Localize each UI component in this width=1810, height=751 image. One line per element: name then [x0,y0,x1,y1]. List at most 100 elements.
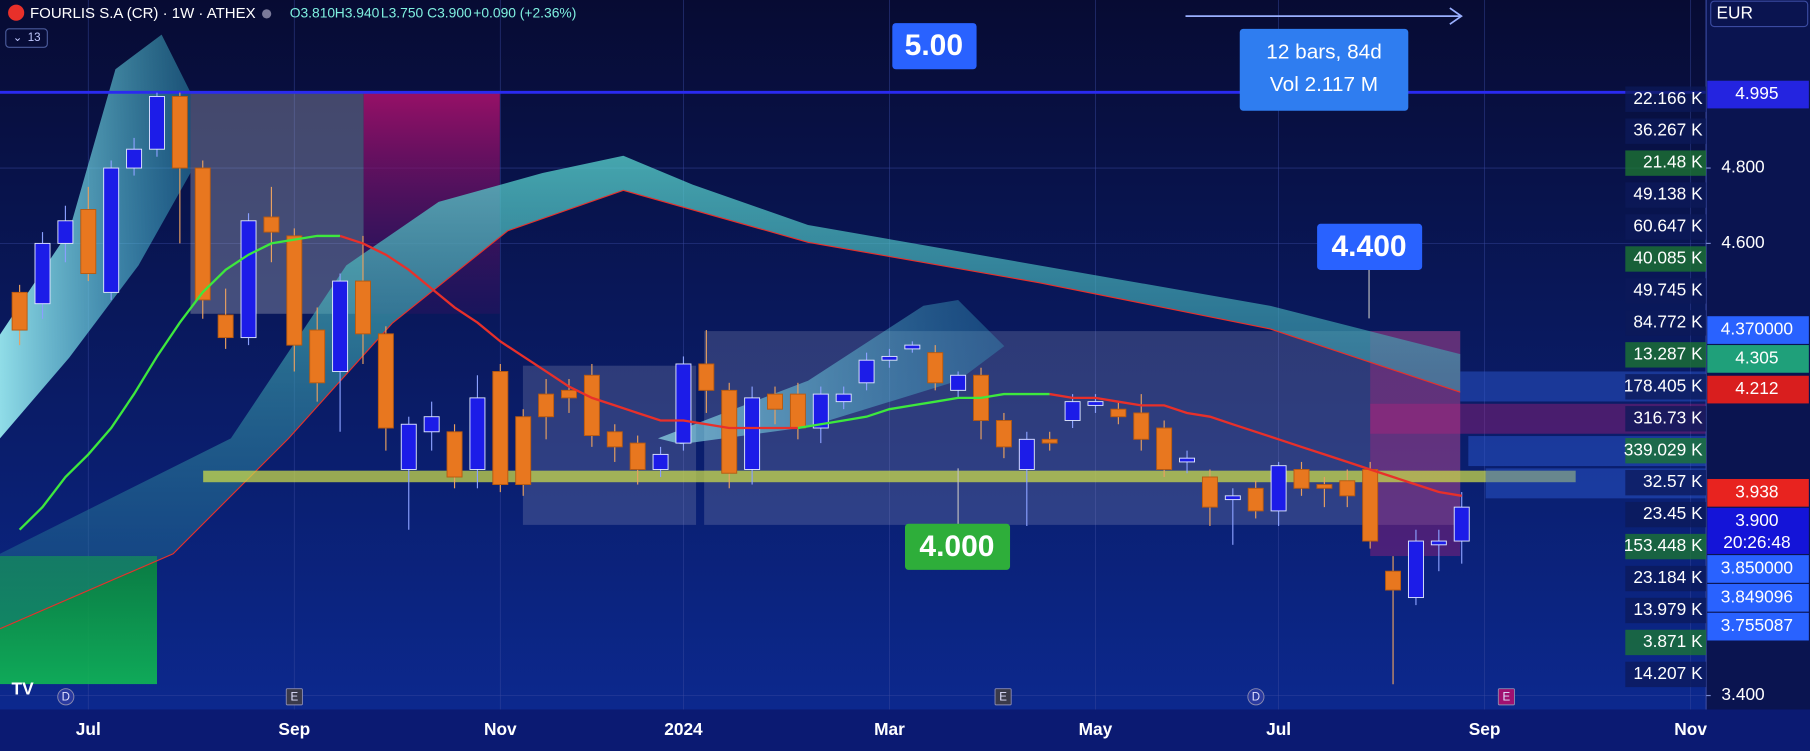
volume-label-bg [1625,661,1707,688]
candle-body [80,209,97,275]
candle-body [995,420,1012,448]
y-tick-label: 4.800 [1721,157,1764,177]
x-tick-label: May [1079,719,1113,739]
plot [11,92,1470,685]
status-dot [262,9,272,19]
candle-body [1339,480,1356,497]
candle-body [721,389,738,474]
moving-average [1049,392,1462,497]
volume-label-bg [1625,374,1707,400]
volume-label-bg [1625,182,1707,208]
candle-body [515,416,532,485]
range-box [704,331,1461,525]
candle-body [194,167,211,301]
price-label: 4.995 [1735,83,1778,103]
price-label-bg [1707,80,1809,109]
candle-body [881,355,898,361]
candle-body [1087,401,1104,406]
candle-body [675,363,692,444]
candle-body [698,363,715,391]
ohlc-value: O3.810 [290,5,336,21]
volume-label: 23.184 K [1633,567,1703,587]
candle-body [469,397,486,470]
ohlc-value: H3.940 [335,5,380,21]
x-tick-label: Jul [76,719,101,739]
measure-box [1239,28,1409,111]
ohlc-value: L3.750 [381,5,424,21]
candle-body [789,393,806,429]
volume-label: 60.647 K [1633,216,1703,236]
volume-label: 14.207 K [1633,663,1703,683]
event-marker-label: E [999,691,1007,703]
measure-text: Vol 2.117 M [1270,73,1378,96]
volume-label: 13.979 K [1633,599,1703,619]
event-marker [57,688,75,706]
candle-body [34,242,51,305]
ohlc-value: +0.090 (+2.36%) [473,5,576,21]
annotation-box [905,523,1011,570]
candle-body [629,442,646,470]
candle-body [11,291,28,331]
candle-body [858,359,875,384]
volume-label-bg [1625,597,1707,624]
x-tick-label: Sep [1469,719,1501,739]
candle-body [492,371,509,485]
candle-body [927,352,944,384]
volume-label: 3.871 K [1643,631,1703,651]
candle-body [1430,540,1447,546]
moving-average [18,234,341,531]
annotations: 5.00 12 bars, 84d Vol 2.117 M 4.400 4.00… [57,23,1707,706]
price-label-bg [1707,316,1809,344]
volume-label-bg [1625,438,1707,464]
candle-body [286,235,303,346]
x-tick-label: 2024 [664,719,703,739]
candle-body [835,393,852,403]
volume-label-bg [1625,310,1707,336]
volume-label: 40.085 K [1633,248,1703,268]
candle-body [126,148,143,169]
volume-label: 23.45 K [1643,503,1703,523]
volume-label: 316.73 K [1633,407,1703,427]
candle-body [217,314,234,339]
candle-body [1064,401,1081,421]
price-label: 3.900 [1735,510,1778,530]
candle-body [377,333,394,429]
annotation-box [1317,223,1423,270]
candle-body [538,393,555,418]
candle-body [309,329,326,384]
volume-label-bg [1625,406,1707,432]
candle-body [1453,506,1470,542]
price-label-bg [1707,555,1809,583]
volume-label-bg [1625,342,1707,368]
price-label-bg [1707,375,1809,404]
candle-body [583,374,600,437]
price-label: 4.212 [1735,378,1778,398]
volume-label: 13.287 K [1633,343,1703,363]
volume-label-bg [1625,533,1707,560]
volume-label-bg [1625,565,1707,592]
cloud [0,155,1461,629]
price-label-bg [1707,507,1809,554]
indicator-toggle[interactable] [5,28,48,48]
candle-body [1385,570,1402,591]
volume-label-bg [1625,278,1707,304]
annotation: 5.00 [905,29,963,62]
volume-label: 36.267 K [1633,120,1703,140]
x-tick-label: Nov [1674,719,1707,739]
volume-label: 21.48 K [1643,152,1703,172]
currency-select[interactable] [1710,0,1809,28]
volume-label-bg [1625,246,1707,272]
x-tick-label: Mar [874,719,905,739]
volume-label: 339.029 K [1624,439,1703,459]
axis-labels: 4.800 4.600 3.400 Jul Sep Nov 2024 Mar May Jul Sep… [76,80,1809,739]
candle-body [1133,412,1150,440]
moving-average [797,392,1050,430]
event-marker-label: D [62,691,70,703]
candle-body [423,416,440,433]
event-marker-label: E [291,691,299,703]
candle-body [1201,476,1218,508]
price-label: 4.305 [1735,347,1778,367]
annotation: 4.000 [919,530,994,563]
candle-body [103,167,120,293]
